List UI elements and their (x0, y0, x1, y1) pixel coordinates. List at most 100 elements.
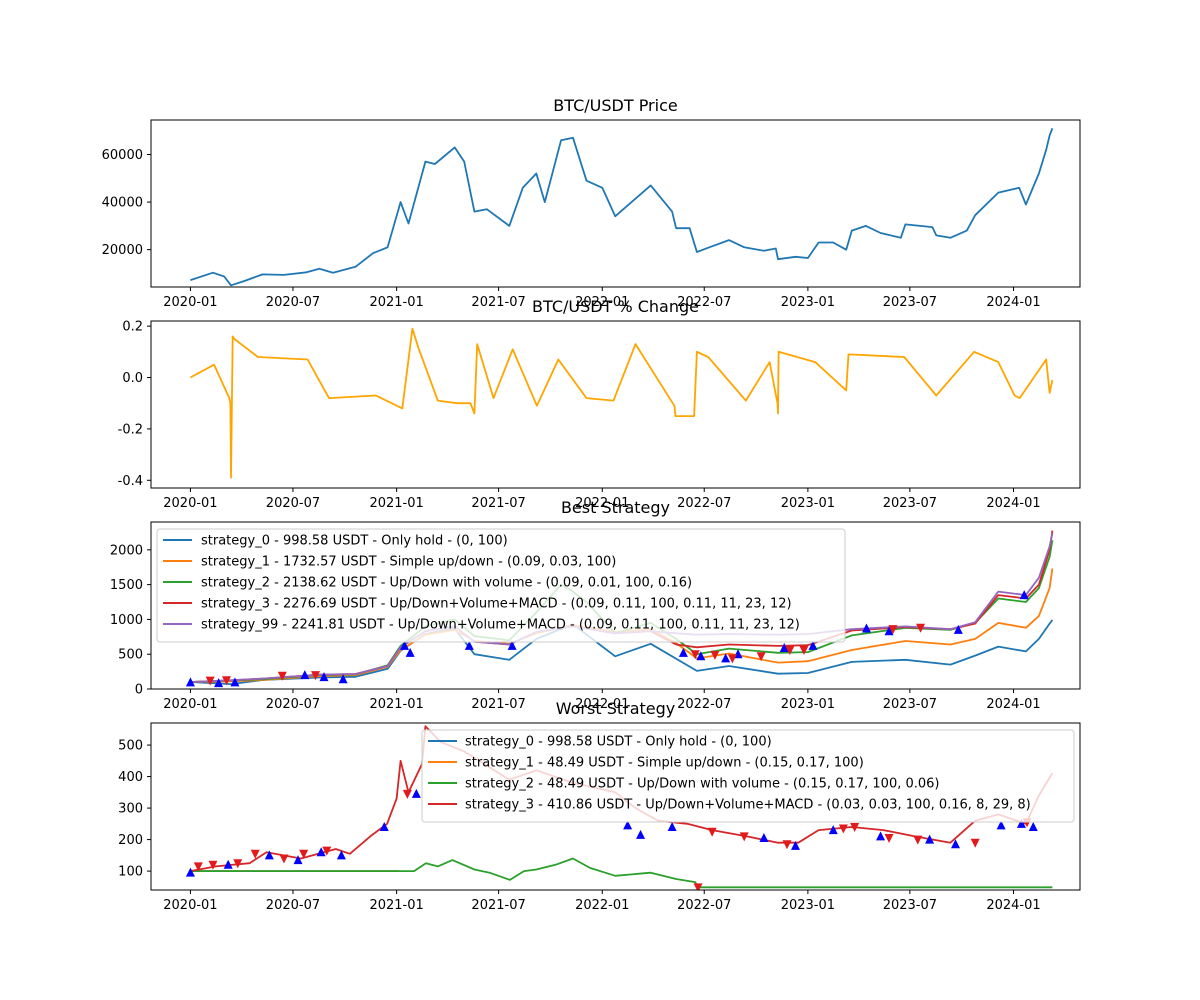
y-tick-label-2-3: 1500 (110, 578, 143, 593)
x-tick-label-0-3: 2021-07 (471, 295, 525, 310)
series-line-2-0 (190, 619, 1054, 685)
sell-marker-3-5 (299, 849, 309, 859)
chart-title-1: BTC/USDT % Change (532, 297, 699, 316)
y-tick-label-3-1: 200 (118, 833, 143, 848)
x-tick-label-2-4: 2022-01 (575, 697, 629, 712)
axes-frame-0 (150, 119, 1081, 288)
buy-marker-3-13 (828, 825, 838, 835)
x-tick-label-2-3: 2021-07 (471, 697, 525, 712)
buy-marker-2-6 (400, 640, 410, 650)
buy-marker-3-8 (623, 820, 633, 830)
buy-marker-3-7 (411, 788, 421, 798)
legend-3: strategy_0 - 998.58 USDT - Only hold - (… (421, 729, 1075, 823)
legend-2: strategy_0 - 998.58 USDT - Only hold - (… (156, 528, 846, 643)
buy-marker-3-15 (925, 834, 935, 844)
sell-marker-2-3 (311, 671, 321, 681)
legend-box-3 (421, 729, 1075, 823)
y-tick-label-1-1: 0.0 (122, 371, 143, 386)
buy-marker-2-11 (696, 651, 706, 661)
buy-marker-2-14 (779, 642, 789, 652)
x-tick-label-3-1: 2020-07 (266, 898, 320, 913)
x-tick-label-2-2: 2021-01 (369, 697, 423, 712)
y-tick-label-0-0: 20000 (102, 243, 143, 258)
buy-marker-3-14 (876, 831, 886, 841)
chart-panel-2: 2020-01 2020-07 2021-01 2021-07 2022-01 2022-… (110, 498, 1081, 712)
sell-marker-2-7 (756, 652, 766, 662)
sell-marker-3-13 (850, 822, 860, 832)
chart-panel-3: 2020-01 2020-07 2021-01 2021-07 2022-01 2022-… (118, 699, 1081, 913)
x-tick-label-1-4: 2022-01 (575, 496, 629, 511)
buy-marker-3-16 (950, 839, 960, 849)
x-tick-label-3-2: 2021-01 (369, 898, 423, 913)
y-tick-label-1-3: -0.4 (118, 474, 143, 489)
x-tick-label-0-4: 2022-01 (575, 295, 629, 310)
y-tick-label-2-1: 500 (118, 648, 143, 663)
x-tick-label-2-8: 2024-01 (986, 697, 1040, 712)
axes-frame-1 (150, 320, 1081, 489)
buy-marker-2-0 (185, 677, 195, 687)
buy-marker-2-3 (300, 670, 310, 680)
x-tick-label-3-5: 2022-07 (677, 898, 731, 913)
x-tick-label-3-8: 2024-01 (986, 898, 1040, 913)
buy-marker-3-9 (636, 829, 646, 839)
sell-marker-3-3 (250, 849, 260, 859)
x-tick-label-2-7: 2023-07 (883, 697, 937, 712)
chart-title-2: Best Strategy (561, 498, 670, 517)
y-tick-label-1-0: 0.2 (122, 320, 143, 335)
buy-marker-3-0 (185, 867, 195, 877)
buy-marker-3-12 (790, 840, 800, 850)
x-tick-label-1-7: 2023-07 (883, 496, 937, 511)
buy-marker-2-9 (507, 640, 517, 650)
buy-marker-2-5 (338, 674, 348, 684)
sell-marker-3-2 (233, 859, 243, 869)
plot-area-1 (189, 327, 1054, 479)
x-tick-label-1-5: 2022-07 (677, 496, 731, 511)
legend-label-3-1: strategy_1 - 48.49 USDT - Simple up/down… (465, 756, 864, 771)
legend-label-2-3: strategy_3 - 2276.69 USDT - Up/Down+Volu… (201, 597, 792, 612)
sell-marker-2-5 (710, 650, 720, 660)
y-tick-label-3-2: 300 (118, 802, 143, 817)
sell-marker-3-6 (322, 846, 332, 856)
series-line-0-0 (190, 127, 1054, 287)
axes-frame-2 (150, 521, 1081, 690)
chart-panel-1: 2020-01 2020-07 2021-01 2021-07 2022-01 2022-… (118, 297, 1081, 511)
buy-marker-2-10 (678, 647, 688, 657)
legend-label-3-0: strategy_0 - 998.58 USDT - Only hold - (… (465, 735, 772, 750)
x-tick-label-2-0: 2020-01 (163, 697, 217, 712)
buy-marker-3-3 (293, 855, 303, 865)
buy-marker-2-8 (464, 640, 474, 650)
x-tick-label-3-4: 2022-01 (575, 898, 629, 913)
y-tick-label-1-2: -0.2 (118, 422, 143, 437)
legend-label-3-3: strategy_3 - 410.86 USDT - Up/Down+Volum… (465, 798, 1031, 813)
chart-title-0: BTC/USDT Price (553, 96, 677, 115)
sell-marker-2-11 (916, 623, 926, 633)
sell-marker-3-8 (693, 883, 703, 890)
x-tick-label-3-6: 2023-01 (781, 898, 835, 913)
legend-box-2 (156, 528, 846, 643)
x-tick-label-0-8: 2024-01 (986, 295, 1040, 310)
buy-marker-3-17 (996, 820, 1006, 830)
x-tick-label-3-3: 2021-07 (471, 898, 525, 913)
x-tick-label-1-2: 2021-01 (369, 496, 423, 511)
sell-marker-3-10 (739, 832, 749, 842)
y-tick-label-3-3: 400 (118, 770, 143, 785)
sell-marker-3-0 (193, 862, 203, 872)
buy-marker-3-10 (667, 821, 677, 831)
buy-marker-3-11 (759, 833, 769, 843)
series-line-3-2 (190, 857, 1053, 889)
sell-marker-2-8 (785, 646, 795, 656)
sell-marker-3-9 (707, 827, 717, 837)
buy-marker-3-19 (1028, 821, 1038, 831)
x-tick-label-1-0: 2020-01 (163, 496, 217, 511)
sell-marker-2-6 (727, 654, 737, 664)
buy-marker-3-4 (316, 847, 326, 857)
x-tick-label-3-0: 2020-01 (163, 898, 217, 913)
legend-label-2-2: strategy_2 - 2138.62 USDT - Up/Down with… (201, 576, 692, 591)
plot-area-0 (190, 127, 1054, 287)
buy-marker-2-1 (214, 678, 224, 688)
buy-marker-2-17 (884, 626, 894, 636)
x-tick-label-1-3: 2021-07 (471, 496, 525, 511)
x-tick-label-2-1: 2020-07 (266, 697, 320, 712)
x-tick-label-0-0: 2020-01 (163, 295, 217, 310)
buy-marker-2-7 (405, 647, 415, 657)
